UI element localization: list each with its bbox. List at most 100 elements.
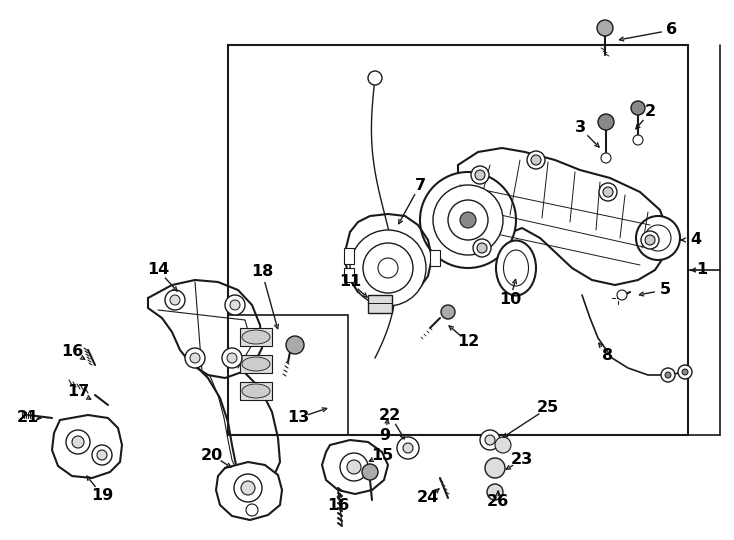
Circle shape bbox=[475, 170, 485, 180]
Text: 16: 16 bbox=[327, 497, 349, 512]
Circle shape bbox=[617, 290, 627, 300]
Circle shape bbox=[363, 243, 413, 293]
Text: 20: 20 bbox=[201, 448, 223, 462]
Bar bbox=[240, 328, 272, 346]
Circle shape bbox=[368, 71, 382, 85]
Text: 4: 4 bbox=[691, 233, 702, 247]
Circle shape bbox=[473, 239, 491, 257]
Ellipse shape bbox=[242, 330, 270, 344]
Text: 17: 17 bbox=[67, 384, 89, 400]
Circle shape bbox=[397, 437, 419, 459]
Bar bbox=[240, 355, 272, 373]
Circle shape bbox=[378, 258, 398, 278]
Text: 11: 11 bbox=[339, 274, 361, 289]
Text: 12: 12 bbox=[457, 334, 479, 349]
Text: 6: 6 bbox=[666, 23, 677, 37]
Text: 1: 1 bbox=[697, 262, 708, 278]
Circle shape bbox=[222, 348, 242, 368]
Polygon shape bbox=[346, 214, 432, 302]
Polygon shape bbox=[52, 415, 122, 478]
Polygon shape bbox=[148, 280, 262, 378]
Circle shape bbox=[485, 458, 505, 478]
Ellipse shape bbox=[242, 384, 270, 398]
Circle shape bbox=[531, 155, 541, 165]
Circle shape bbox=[403, 443, 413, 453]
Bar bbox=[240, 382, 272, 400]
Circle shape bbox=[485, 435, 495, 445]
Text: 10: 10 bbox=[499, 293, 521, 307]
Circle shape bbox=[477, 243, 487, 253]
Circle shape bbox=[682, 369, 688, 375]
Polygon shape bbox=[216, 462, 282, 520]
Text: 2: 2 bbox=[644, 105, 655, 119]
Circle shape bbox=[92, 445, 112, 465]
Text: 18: 18 bbox=[251, 265, 273, 280]
Circle shape bbox=[230, 300, 240, 310]
Text: 24: 24 bbox=[417, 490, 439, 505]
Circle shape bbox=[170, 295, 180, 305]
Text: 19: 19 bbox=[91, 488, 113, 503]
Circle shape bbox=[347, 460, 361, 474]
Bar bbox=[344, 248, 354, 264]
Circle shape bbox=[471, 166, 489, 184]
Text: 26: 26 bbox=[487, 495, 509, 510]
Circle shape bbox=[448, 200, 488, 240]
Circle shape bbox=[665, 372, 671, 378]
Circle shape bbox=[603, 187, 613, 197]
Circle shape bbox=[631, 101, 645, 115]
Circle shape bbox=[225, 295, 245, 315]
Text: 8: 8 bbox=[603, 348, 614, 362]
Text: 13: 13 bbox=[287, 410, 309, 426]
Text: 14: 14 bbox=[147, 262, 169, 278]
Circle shape bbox=[598, 114, 614, 130]
Circle shape bbox=[633, 135, 643, 145]
Circle shape bbox=[420, 172, 516, 268]
Circle shape bbox=[241, 481, 255, 495]
Circle shape bbox=[190, 353, 200, 363]
Circle shape bbox=[599, 183, 617, 201]
Bar bbox=[430, 250, 440, 266]
Circle shape bbox=[433, 185, 503, 255]
Text: 21: 21 bbox=[17, 410, 39, 426]
Text: 15: 15 bbox=[371, 448, 393, 462]
Text: 9: 9 bbox=[379, 428, 390, 442]
Circle shape bbox=[362, 464, 378, 480]
Circle shape bbox=[645, 235, 655, 245]
Text: 3: 3 bbox=[575, 120, 586, 136]
Circle shape bbox=[527, 151, 545, 169]
Text: 23: 23 bbox=[511, 453, 533, 468]
Circle shape bbox=[350, 230, 426, 306]
Circle shape bbox=[185, 348, 205, 368]
Circle shape bbox=[340, 453, 368, 481]
Bar bbox=[344, 268, 354, 282]
Circle shape bbox=[460, 212, 476, 228]
Bar bbox=[228, 315, 348, 435]
Circle shape bbox=[601, 153, 611, 163]
Circle shape bbox=[597, 20, 613, 36]
Circle shape bbox=[165, 290, 185, 310]
Text: 25: 25 bbox=[537, 401, 559, 415]
Ellipse shape bbox=[242, 357, 270, 371]
Text: 22: 22 bbox=[379, 408, 401, 422]
Polygon shape bbox=[198, 368, 280, 488]
Circle shape bbox=[441, 305, 455, 319]
Ellipse shape bbox=[496, 240, 536, 295]
Text: 16: 16 bbox=[61, 345, 83, 360]
Circle shape bbox=[97, 450, 107, 460]
Bar bbox=[368, 295, 392, 313]
Circle shape bbox=[286, 336, 304, 354]
Bar bbox=[228, 45, 688, 435]
Circle shape bbox=[487, 484, 503, 500]
Circle shape bbox=[678, 365, 692, 379]
Polygon shape bbox=[444, 148, 668, 285]
Text: 5: 5 bbox=[659, 282, 671, 298]
Circle shape bbox=[66, 430, 90, 454]
Circle shape bbox=[645, 225, 671, 251]
Circle shape bbox=[246, 504, 258, 516]
Circle shape bbox=[480, 430, 500, 450]
Circle shape bbox=[641, 231, 659, 249]
Circle shape bbox=[234, 474, 262, 502]
Text: 7: 7 bbox=[415, 178, 426, 192]
Ellipse shape bbox=[504, 250, 528, 286]
Circle shape bbox=[72, 436, 84, 448]
